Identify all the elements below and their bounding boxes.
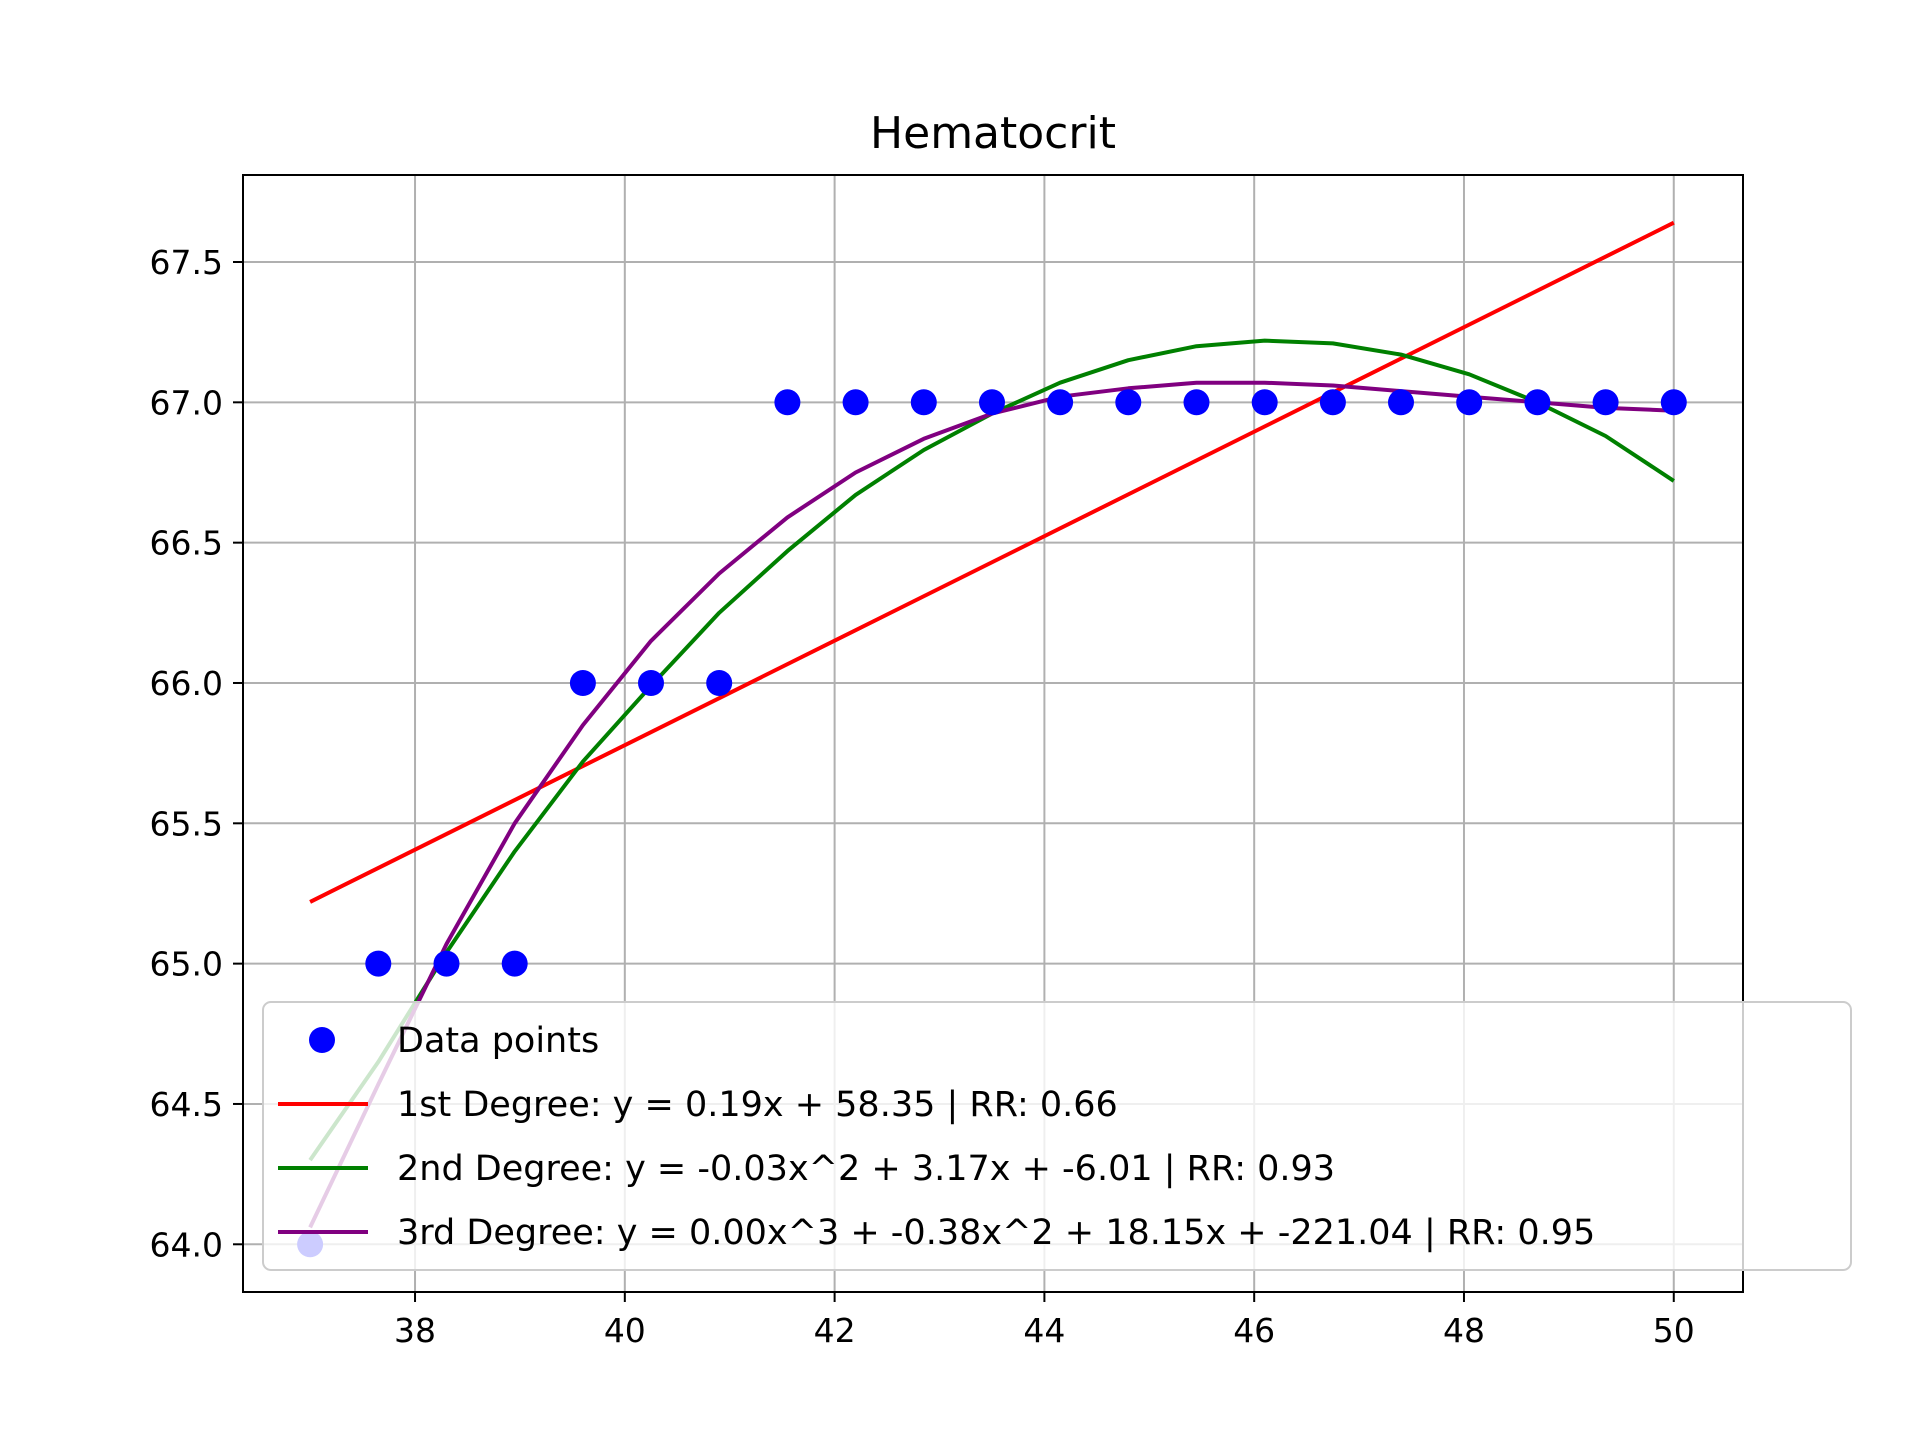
data-point bbox=[1115, 389, 1142, 416]
data-point bbox=[569, 670, 596, 696]
legend-label-degree-3: 3rd Degree: y = 0.00x^3 + -0.38x^2 + 18.… bbox=[397, 1213, 1595, 1253]
axis-ticks: 38 40 42 44 46 48 50 64.0 64.5 65.0 65.5 66.0 66.5 67… bbox=[150, 243, 1695, 1350]
data-point bbox=[1388, 389, 1414, 416]
data-point bbox=[1183, 389, 1210, 416]
data-point bbox=[433, 950, 460, 977]
data-point bbox=[1047, 389, 1074, 416]
data-point bbox=[365, 950, 392, 977]
plot-area-frame bbox=[242, 174, 1744, 1293]
x-tick-label: 44 bbox=[1023, 1311, 1065, 1350]
legend-label-degree-1: 1st Degree: y = 0.19x + 58.35 | RR: 0.66 bbox=[397, 1085, 1118, 1125]
data-points bbox=[297, 389, 1687, 1258]
data-point bbox=[979, 389, 1005, 416]
data-point bbox=[842, 389, 869, 416]
x-tick-label: 48 bbox=[1443, 1311, 1485, 1350]
legend-marker-data-points bbox=[309, 1027, 335, 1053]
legend-label-data-points: Data points bbox=[397, 1021, 599, 1061]
y-tick-label: 66.0 bbox=[150, 664, 223, 703]
data-point bbox=[1319, 389, 1346, 416]
data-point bbox=[1592, 389, 1619, 416]
y-tick-label: 65.0 bbox=[150, 945, 223, 984]
legend-label-degree-2: 2nd Degree: y = -0.03x^2 + 3.17x + -6.01… bbox=[397, 1149, 1335, 1189]
x-tick-label: 38 bbox=[394, 1311, 436, 1350]
legend: Data points 1st Degree: y = 0.19x + 58.35… bbox=[262, 1001, 1852, 1271]
data-point bbox=[638, 670, 664, 696]
x-tick-label: 40 bbox=[604, 1311, 646, 1350]
data-point bbox=[1456, 389, 1483, 416]
data-point bbox=[1524, 389, 1551, 416]
legend-frame bbox=[262, 1001, 1852, 1271]
y-tick-label: 64.5 bbox=[150, 1085, 223, 1124]
y-tick-label: 67.5 bbox=[150, 243, 223, 282]
y-tick-label: 67.0 bbox=[150, 383, 223, 422]
data-point bbox=[706, 670, 733, 696]
x-tick-label: 50 bbox=[1653, 1311, 1695, 1350]
legend-entries: Data points 1st Degree: y = 0.19x + 58.35… bbox=[278, 1021, 1595, 1253]
x-tick-label: 46 bbox=[1233, 1311, 1275, 1350]
chart-title: Hematocrit bbox=[870, 108, 1116, 159]
data-point bbox=[1660, 389, 1687, 416]
y-tick-label: 65.5 bbox=[150, 804, 223, 843]
x-tick-label: 42 bbox=[814, 1311, 856, 1350]
y-tick-label: 64.0 bbox=[150, 1225, 223, 1264]
data-point bbox=[910, 389, 937, 416]
y-tick-label: 66.5 bbox=[150, 524, 223, 563]
data-point bbox=[774, 389, 801, 416]
data-point bbox=[1251, 389, 1278, 416]
data-point bbox=[501, 950, 528, 977]
